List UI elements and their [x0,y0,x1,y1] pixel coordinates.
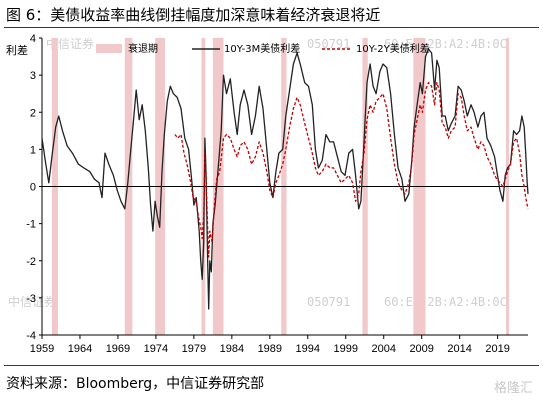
watermark-text: 60:E3:2B:A2:4B:0C [384,295,507,309]
x-tick-label: 1999 [334,343,358,355]
legend-label-10y3m: 10Y-3M美债利差 [224,42,300,55]
x-tick-label: 2009 [409,343,433,355]
series-line-10y3m [41,48,529,310]
bottom-rule [4,365,539,366]
y-tick-label: -3 [26,293,36,305]
watermark-text: 050791 [307,37,350,51]
x-tick-label: 1994 [296,343,320,355]
source-note: 资料来源：Bloomberg，中信证券研究部 [6,376,265,392]
x-tick-label: 1984 [220,343,244,355]
watermark-text: 中信证券 [8,294,56,309]
logo: 格隆汇 [493,381,533,396]
y-tick-label: 1 [30,144,36,156]
x-tick-label: 1974 [144,343,168,355]
legend-label-10y2y: 10Y-2Y美债利差 [356,42,430,55]
y-tick-label: 4 [30,33,36,45]
x-tick-label: 1964 [68,343,92,355]
y-tick-label: 0 [30,182,36,194]
top-rule [4,27,539,28]
x-tick-label: 1959 [30,343,54,355]
series-lines [41,48,529,310]
watermark-text: 050791 [307,295,350,309]
y-tick-label: 2 [30,107,36,119]
y-axis-title: 利差 [6,43,28,57]
legend-label-recession: 衰退期 [128,42,158,55]
y-tick-label: -4 [26,330,36,342]
x-tick-label: 1969 [106,343,130,355]
x-tick-label: 1989 [258,343,282,355]
x-tick-label: 2019 [485,343,509,355]
y-tick-label: -2 [26,256,36,268]
figure-title: 图 6：美债收益率曲线倒挂幅度加深意味着经济衰退将近 [6,6,381,24]
axes [39,37,528,339]
x-tick-label: 2004 [371,343,395,355]
x-tick-label: 2014 [447,343,471,355]
series-line-10y2y [174,81,529,258]
y-tick-label: 3 [30,70,36,82]
y-tick-label: -1 [26,219,36,231]
watermark-text: 中信证券 [46,36,94,51]
x-tick-label: 1979 [182,343,206,355]
legend: 衰退期 10Y-3M美债利差 10Y-2Y美债利差 [96,42,430,55]
legend-swatch-recession [96,44,122,53]
